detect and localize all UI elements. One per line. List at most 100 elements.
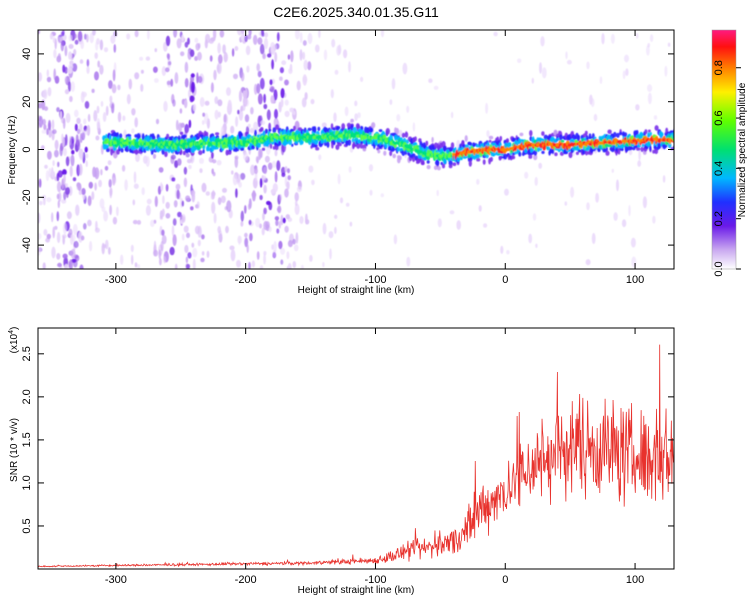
heatmap-ridge-cell [654, 125, 659, 131]
heatmap-cell [647, 92, 652, 105]
x-tick-label: 100 [626, 574, 644, 586]
heatmap-cell [165, 184, 169, 192]
heatmap-cell [248, 30, 252, 36]
heatmap-ridge-cell [426, 160, 430, 164]
heatmap-cell [299, 216, 304, 224]
heatmap-cell [274, 216, 280, 221]
heatmap-cell [134, 262, 138, 268]
heatmap-cell [175, 183, 181, 190]
heatmap-ridge-cell [476, 157, 481, 162]
heatmap-cell [280, 214, 284, 226]
heatmap-cell [564, 201, 568, 206]
heatmap-cell [141, 187, 145, 196]
x-tick-label: 0 [502, 574, 508, 586]
heatmap-cell [199, 97, 205, 107]
heatmap-cell [126, 94, 131, 105]
heatmap-cell [77, 139, 81, 151]
heatmap-cell [122, 115, 126, 121]
heatmap-cell [146, 198, 152, 205]
heatmap-cell [354, 100, 358, 107]
heatmap-cell [89, 240, 93, 252]
heatmap-ridge-cell [341, 123, 346, 130]
snr-y-multiplier: (x104) [8, 327, 20, 354]
heatmap-ridge-cell [580, 144, 584, 149]
heatmap-cell [46, 233, 51, 240]
heatmap-cell [184, 99, 188, 109]
spectrogram-heatmap [38, 30, 674, 269]
heatmap-ridge-cell [546, 146, 551, 151]
heatmap-ridge-cell [488, 139, 492, 143]
heatmap-ridge-cell [269, 143, 273, 150]
heatmap-cell [201, 120, 205, 125]
heatmap-cell [278, 221, 281, 229]
heatmap-ridge-cell [152, 135, 156, 141]
heatmap-cell [309, 254, 313, 262]
heatmap-cell [41, 129, 47, 134]
heatmap-cell [204, 112, 209, 125]
heatmap-cell [51, 119, 55, 130]
heatmap-cell [322, 222, 327, 235]
heatmap-ridge-cell [360, 126, 364, 131]
heatmap-ridge-cell [224, 133, 228, 138]
heatmap-cell [109, 95, 113, 103]
heatmap-cell [154, 195, 158, 208]
heatmap-cell [334, 226, 337, 234]
heatmap-cell [259, 77, 265, 90]
heatmap-cell [64, 76, 67, 84]
heatmap-cell [244, 35, 248, 43]
heatmap-cell [532, 213, 537, 221]
heatmap-cell [256, 63, 261, 72]
heatmap-cell [268, 226, 272, 233]
heatmap-cell [343, 49, 348, 59]
heatmap-ridge-cell [260, 127, 264, 132]
heatmap-cell [109, 187, 113, 197]
heatmap-cell [189, 95, 194, 103]
heatmap-ridge-cell [207, 147, 211, 152]
heatmap-cell [299, 49, 303, 61]
heatmap-cell [278, 240, 283, 250]
heatmap-cell [593, 113, 598, 122]
heatmap-cell [116, 206, 119, 217]
colorbar-tick-label: 0.4 [713, 161, 725, 176]
heatmap-cell [174, 263, 178, 269]
heatmap-ridge-cell [315, 147, 320, 151]
heatmap-cell [38, 30, 41, 35]
heatmap-cell [67, 81, 72, 92]
heatmap-cell [83, 223, 87, 230]
heatmap-cell [93, 110, 98, 122]
heatmap-cell [308, 165, 314, 173]
heatmap-cell [77, 30, 83, 42]
heatmap-cell [70, 81, 76, 93]
heatmap-cell [270, 189, 276, 194]
heatmap-cell [260, 120, 266, 125]
heatmap-cell [190, 73, 195, 78]
heatmap-cell [234, 46, 239, 51]
heatmap-cell [196, 201, 200, 209]
heatmap-cell [172, 99, 176, 107]
heatmap-cell [265, 221, 270, 229]
heatmap-cell [94, 52, 98, 59]
heatmap-ridge-cell [584, 130, 588, 136]
heatmap-ridge-cell [541, 131, 545, 136]
heatmap-cell [647, 84, 653, 92]
heatmap-cell [476, 178, 480, 185]
heatmap-ridge-cell [337, 142, 342, 147]
heatmap-ridge-cell [551, 148, 555, 155]
snr-y-multiplier-close: ) [9, 327, 20, 330]
heatmap-cell [40, 145, 45, 151]
heatmap-ridge-cell [616, 132, 620, 138]
heatmap-cell [183, 225, 189, 233]
y-tick-label: 2.0 [21, 389, 33, 404]
heatmap-cell [616, 179, 619, 192]
heatmap-cell [184, 244, 189, 254]
heatmap-cell [219, 30, 225, 38]
heatmap-cell [368, 164, 374, 172]
heatmap-cell [159, 258, 162, 266]
heatmap-cell [167, 61, 172, 66]
heatmap-cell [344, 106, 349, 117]
heatmap-ridge-cell [350, 118, 354, 123]
heatmap-cell [201, 251, 205, 256]
heatmap-cell [249, 127, 255, 134]
heatmap-cell [43, 229, 48, 236]
spectrogram-x-axis: -300 -200 -100 0 100 [105, 30, 644, 286]
